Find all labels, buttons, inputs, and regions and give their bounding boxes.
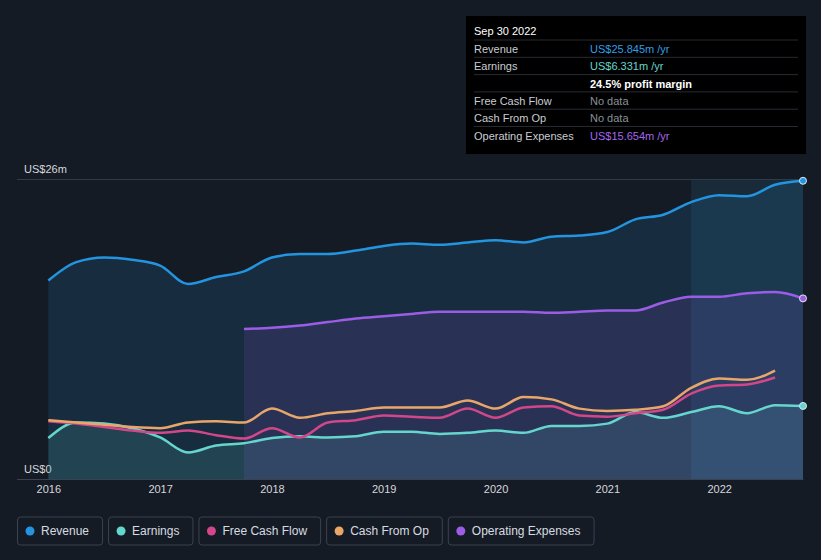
- background: [0, 0, 821, 560]
- legend-swatch: [117, 527, 126, 536]
- y-tick-label: US$0: [24, 463, 52, 475]
- legend-button[interactable]: [18, 517, 103, 545]
- tooltip-label: Cash From Op: [474, 112, 546, 124]
- x-axis-line: [18, 479, 804, 480]
- legend-item[interactable]: Free Cash Flow: [199, 517, 321, 545]
- x-tick: 2016: [37, 479, 61, 495]
- x-tick-label: 2017: [148, 483, 172, 495]
- end-point: [800, 295, 807, 302]
- tooltip-label: Earnings: [474, 60, 518, 72]
- legend-label: Revenue: [41, 524, 89, 538]
- legend-button[interactable]: [327, 517, 443, 545]
- x-tick-label: 2022: [707, 483, 731, 495]
- tooltip-divider: [474, 126, 798, 127]
- legend-label: Earnings: [132, 524, 179, 538]
- legend-button[interactable]: [199, 517, 321, 545]
- legend-label: Operating Expenses: [472, 524, 581, 538]
- series-area: [48, 181, 803, 479]
- legend-item[interactable]: Earnings: [109, 517, 193, 545]
- series-line: [48, 371, 775, 429]
- x-tick-label: 2018: [260, 483, 284, 495]
- plot-area: [48, 177, 806, 479]
- grid-line: [17, 479, 803, 480]
- x-tick: 2021: [596, 479, 620, 495]
- legend-item[interactable]: Operating Expenses: [448, 517, 594, 545]
- legend: Revenue Earnings Free Cash Flow Cash From O…: [18, 517, 595, 545]
- tooltip: Sep 30 2022 Revenue US$25.845m /yr Earnings…: [466, 16, 806, 154]
- tooltip-divider: [474, 74, 798, 75]
- x-tick-label: 2020: [484, 483, 508, 495]
- legend-swatch: [26, 527, 35, 536]
- tooltip-divider: [474, 109, 798, 110]
- x-tick: 2019: [372, 479, 396, 495]
- tooltip-value: US$15.654m /yr: [590, 130, 670, 142]
- tooltip-value: No data: [590, 95, 629, 107]
- tooltip-value: No data: [590, 112, 629, 124]
- series-line: [244, 292, 803, 329]
- y-tick-label: US$26m: [24, 163, 67, 175]
- chart: US$0 US$26m 2016 2017 2018 2019 2020 2021 2022 Se…: [0, 0, 821, 560]
- tooltip-label: Revenue: [474, 43, 518, 55]
- y-axis: US$0 US$26m: [17, 163, 803, 480]
- legend-label: Cash From Op: [350, 524, 429, 538]
- legend-swatch: [456, 527, 465, 536]
- grid-line: [17, 179, 803, 180]
- legend-item[interactable]: Cash From Op: [327, 517, 443, 545]
- legend-button[interactable]: [448, 517, 594, 545]
- tooltip-label: Free Cash Flow: [474, 95, 552, 107]
- tooltip-title: Sep 30 2022: [474, 25, 536, 37]
- x-tick-label: 2016: [37, 483, 61, 495]
- x-tick: 2022: [707, 479, 731, 495]
- tooltip-label: Operating Expenses: [474, 130, 574, 142]
- legend-swatch: [335, 527, 344, 536]
- tooltip-box: [466, 16, 806, 154]
- tooltip-value: 24.5% profit margin: [590, 78, 692, 90]
- y-tick: US$26m: [17, 163, 803, 180]
- end-point: [800, 177, 807, 184]
- x-tick: 2017: [148, 479, 172, 495]
- legend-label: Free Cash Flow: [222, 524, 307, 538]
- tooltip-divider: [474, 91, 798, 92]
- end-point: [800, 402, 807, 409]
- x-tick-label: 2021: [596, 483, 620, 495]
- legend-item[interactable]: Revenue: [18, 517, 103, 545]
- tooltip-value: US$6.331m /yr: [590, 60, 664, 72]
- x-tick-label: 2019: [372, 483, 396, 495]
- legend-swatch: [207, 527, 216, 536]
- legend-button[interactable]: [109, 517, 193, 545]
- x-tick: 2020: [484, 479, 508, 495]
- tooltip-divider: [474, 57, 798, 58]
- x-tick: 2018: [260, 479, 284, 495]
- tooltip-divider: [474, 40, 798, 41]
- tooltip-value: US$25.845m /yr: [590, 43, 670, 55]
- x-axis: 2016 2017 2018 2019 2020 2021 2022: [18, 479, 804, 495]
- series-line: [48, 181, 803, 284]
